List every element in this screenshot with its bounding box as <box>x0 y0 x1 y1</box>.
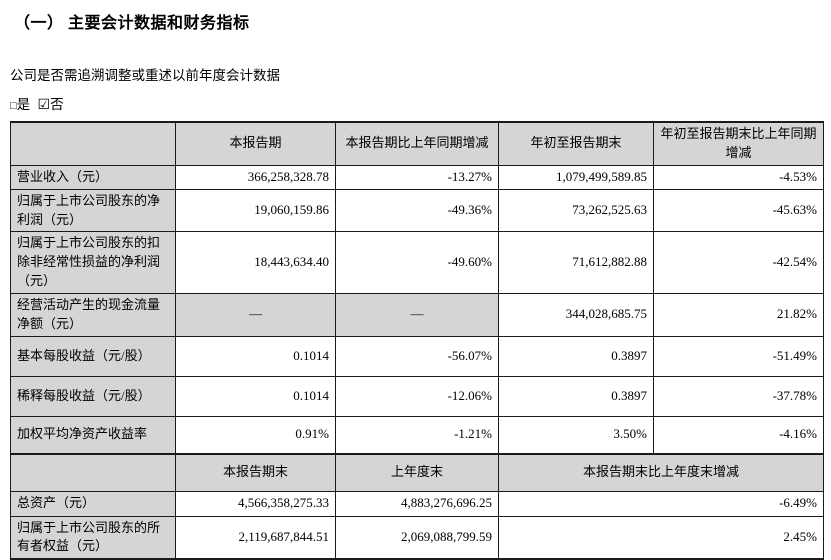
checkbox-no-label: 否 <box>50 97 64 112</box>
cell-ytd-yoy: -42.54% <box>653 231 824 294</box>
cell-ytd-yoy: -4.16% <box>653 415 824 455</box>
page-title: （一） 主要会计数据和财务指标 <box>14 15 250 32</box>
cell-prev-year-end: 4,883,276,696.25 <box>335 490 499 517</box>
cell-period-end: 4,566,358,275.33 <box>175 490 336 517</box>
cell-current: 0.91% <box>175 415 336 455</box>
row-label: 加权平均净资产收益率 <box>10 415 176 455</box>
table-row-operating-cash-flow: 经营活动产生的现金流量净额（元） — — 344,028,685.75 21.8… <box>10 292 824 337</box>
row-label: 营业收入（元） <box>10 164 176 190</box>
checkbox-yes[interactable]: □是 <box>10 97 30 112</box>
cell-ytd: 3.50% <box>498 415 654 455</box>
header-current-period: 本报告期 <box>175 120 336 166</box>
cell-ytd: 0.3897 <box>498 335 654 377</box>
cell-current-yoy: -56.07% <box>335 335 499 377</box>
header-ytd: 年初至报告期末 <box>498 120 654 166</box>
cell-current: 366,258,328.78 <box>175 164 336 190</box>
cell-period-end: 2,119,687,844.51 <box>175 515 336 560</box>
header-blank <box>10 453 176 492</box>
cell-ytd: 0.3897 <box>498 375 654 417</box>
cell-ytd-yoy: 21.82% <box>653 292 824 337</box>
header-period-end: 本报告期末 <box>175 453 336 492</box>
header-prev-year-end: 上年度末 <box>335 453 499 492</box>
header-period-end-change: 本报告期末比上年度末增减 <box>498 453 824 492</box>
row-label: 归属于上市公司股东的净利润（元） <box>10 188 176 233</box>
cell-ytd: 344,028,685.75 <box>498 292 654 337</box>
period-header-row: 本报告期 本报告期比上年同期增减 年初至报告期末 年初至报告期末比上年同期增减 <box>10 120 824 166</box>
cell-ytd: 1,079,499,589.85 <box>498 164 654 190</box>
row-label: 归属于上市公司股东的扣除非经常性损益的净利润（元） <box>10 231 176 294</box>
balance-header-row: 本报告期末 上年度末 本报告期末比上年度末增减 <box>10 453 824 492</box>
table-row-revenue: 营业收入（元） 366,258,328.78 -13.27% 1,079,499… <box>10 164 824 190</box>
restatement-question: 公司是否需追溯调整或重述以前年度会计数据 <box>10 68 280 83</box>
cell-current: 0.1014 <box>175 375 336 417</box>
checkbox-no[interactable]: ☑否 <box>37 97 64 113</box>
cell-ytd-yoy: -4.53% <box>653 164 824 190</box>
cell-current-yoy: -49.60% <box>335 231 499 294</box>
cell-current-yoy: -1.21% <box>335 415 499 455</box>
header-current-yoy: 本报告期比上年同期增减 <box>335 120 499 166</box>
table-row-weighted-avg-roe: 加权平均净资产收益率 0.91% -1.21% 3.50% -4.16% <box>10 415 824 455</box>
cell-ytd-yoy: -37.78% <box>653 375 824 417</box>
cell-current-yoy-dash: — <box>335 292 499 337</box>
cell-change: -6.49% <box>498 490 824 517</box>
cell-current-yoy: -12.06% <box>335 375 499 417</box>
cell-ytd: 71,612,882.88 <box>498 231 654 294</box>
header-blank <box>10 120 176 166</box>
financial-indicators-table: 本报告期 本报告期比上年同期增减 年初至报告期末 年初至报告期末比上年同期增减 … <box>10 120 824 560</box>
row-label: 基本每股收益（元/股） <box>10 335 176 377</box>
row-label: 稀释每股收益（元/股） <box>10 375 176 417</box>
table-row-basic-eps: 基本每股收益（元/股） 0.1014 -56.07% 0.3897 -51.49… <box>10 335 824 377</box>
restatement-checkboxes: □是 ☑否 <box>10 93 831 114</box>
checkbox-yes-label: 是 <box>16 97 31 112</box>
cell-ytd-yoy: -45.63% <box>653 188 824 233</box>
cell-ytd: 73,262,525.63 <box>498 188 654 233</box>
row-label: 总资产（元） <box>10 490 176 517</box>
header-ytd-yoy: 年初至报告期末比上年同期增减 <box>653 120 824 166</box>
cell-current-dash: — <box>175 292 336 337</box>
cell-current: 18,443,634.40 <box>175 231 336 294</box>
cell-current-yoy: -49.36% <box>335 188 499 233</box>
table-row-total-assets: 总资产（元） 4,566,358,275.33 4,883,276,696.25… <box>10 490 824 517</box>
cell-current-yoy: -13.27% <box>335 164 499 190</box>
table-row-equity: 归属于上市公司股东的所有者权益（元） 2,119,687,844.51 2,06… <box>10 515 824 560</box>
table-row-net-profit: 归属于上市公司股东的净利润（元） 19,060,159.86 -49.36% 7… <box>10 188 824 233</box>
cell-change: 2.45% <box>498 515 824 560</box>
cell-ytd-yoy: -51.49% <box>653 335 824 377</box>
report-page: （一） 主要会计数据和财务指标 公司是否需追溯调整或重述以前年度会计数据 □是 … <box>10 15 831 560</box>
cell-prev-year-end: 2,069,088,799.59 <box>335 515 499 560</box>
row-label: 经营活动产生的现金流量净额（元） <box>10 292 176 337</box>
table-row-diluted-eps: 稀释每股收益（元/股） 0.1014 -12.06% 0.3897 -37.78… <box>10 375 824 417</box>
cell-current: 19,060,159.86 <box>175 188 336 233</box>
cell-current: 0.1014 <box>175 335 336 377</box>
checkbox-checked-icon: ☑ <box>37 98 51 113</box>
checkbox-unchecked-icon: □ <box>10 100 17 112</box>
table-row-net-profit-excl-nonrecurring: 归属于上市公司股东的扣除非经常性损益的净利润（元） 18,443,634.40 … <box>10 231 824 294</box>
row-label: 归属于上市公司股东的所有者权益（元） <box>10 515 176 560</box>
